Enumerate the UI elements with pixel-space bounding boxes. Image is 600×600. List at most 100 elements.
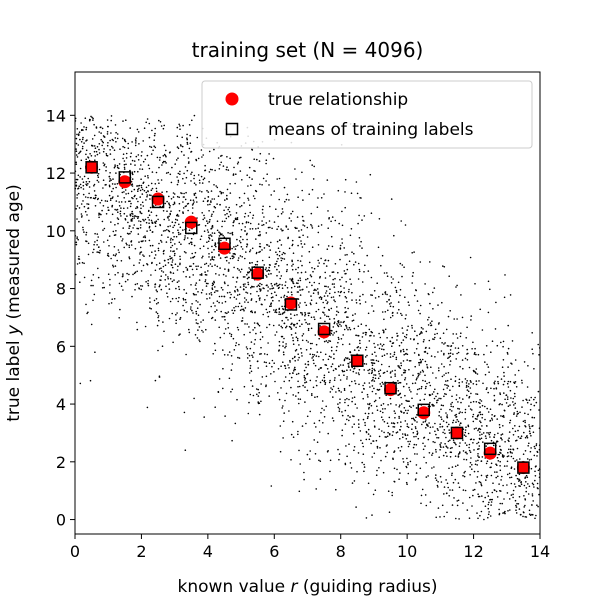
scatter-point xyxy=(169,225,171,227)
scatter-point xyxy=(408,389,411,391)
scatter-point xyxy=(188,331,191,334)
scatter-point xyxy=(249,331,251,334)
scatter-point xyxy=(399,450,402,452)
scatter-point xyxy=(123,168,126,170)
scatter-point xyxy=(329,340,332,343)
scatter-point xyxy=(468,517,471,519)
scatter-point xyxy=(406,434,409,436)
scatter-point xyxy=(392,426,395,428)
scatter-point xyxy=(339,248,342,250)
scatter-point xyxy=(407,445,410,448)
scatter-point xyxy=(371,412,374,414)
scatter-point xyxy=(383,318,385,321)
scatter-point xyxy=(338,408,341,410)
scatter-point xyxy=(447,345,450,347)
scatter-point xyxy=(528,459,531,461)
scatter-point xyxy=(451,466,454,468)
scatter-point xyxy=(79,167,82,170)
scatter-point xyxy=(373,374,375,376)
scatter-point xyxy=(226,197,228,200)
legend-marker-true-relationship xyxy=(225,92,239,106)
scatter-point xyxy=(216,186,219,189)
scatter-point xyxy=(415,427,417,430)
scatter-point xyxy=(200,291,203,294)
scatter-point xyxy=(419,399,422,402)
scatter-point xyxy=(364,349,367,351)
scatter-point xyxy=(261,336,264,338)
scatter-point xyxy=(428,347,431,349)
scatter-point xyxy=(496,344,499,347)
scatter-point xyxy=(127,147,130,149)
scatter-point xyxy=(208,253,210,255)
scatter-point xyxy=(388,365,391,368)
scatter-point xyxy=(479,434,481,436)
scatter-point xyxy=(87,207,90,209)
scatter-point xyxy=(130,190,133,193)
scatter-point xyxy=(463,458,465,461)
scatter-point xyxy=(310,223,312,226)
scatter-point xyxy=(487,495,490,497)
scatter-point xyxy=(374,374,377,376)
scatter-point xyxy=(484,373,487,376)
scatter-point xyxy=(311,394,313,397)
scatter-point xyxy=(170,181,173,184)
scatter-point xyxy=(131,295,133,298)
scatter-point xyxy=(168,195,170,198)
scatter-point xyxy=(509,448,512,451)
scatter-point xyxy=(432,441,435,443)
scatter-point xyxy=(110,257,112,260)
scatter-point xyxy=(478,456,481,459)
scatter-point xyxy=(346,378,348,380)
scatter-point xyxy=(243,333,245,336)
scatter-point xyxy=(219,203,221,206)
scatter-point xyxy=(184,235,186,237)
scatter-point xyxy=(295,395,297,397)
scatter-point xyxy=(133,215,136,217)
scatter-point xyxy=(202,178,205,181)
scatter-point xyxy=(102,229,104,231)
scatter-point xyxy=(465,386,468,388)
scatter-point xyxy=(368,406,370,409)
scatter-point xyxy=(447,486,450,489)
scatter-point xyxy=(445,372,447,375)
scatter-point xyxy=(323,374,326,377)
scatter-point xyxy=(237,290,239,292)
scatter-point xyxy=(250,286,252,289)
scatter-point xyxy=(480,483,483,485)
scatter-point xyxy=(460,401,462,404)
scatter-point xyxy=(222,273,225,276)
scatter-point xyxy=(278,239,281,241)
scatter-point xyxy=(319,460,322,463)
scatter-point xyxy=(374,489,377,492)
scatter-point xyxy=(125,163,127,166)
scatter-point xyxy=(253,286,255,288)
scatter-point xyxy=(220,161,222,164)
scatter-point xyxy=(195,196,198,199)
scatter-point xyxy=(339,278,341,281)
scatter-point xyxy=(183,192,185,195)
scatter-point xyxy=(293,323,296,326)
scatter-point xyxy=(473,370,476,373)
scatter-point xyxy=(273,221,276,223)
scatter-point xyxy=(114,183,116,185)
scatter-point xyxy=(458,486,461,489)
scatter-point xyxy=(75,208,77,210)
scatter-point xyxy=(225,168,228,171)
scatter-point xyxy=(440,363,443,365)
scatter-point xyxy=(234,344,237,347)
scatter-point xyxy=(420,385,423,388)
scatter-point xyxy=(207,231,210,233)
scatter-point xyxy=(347,291,350,293)
scatter-point xyxy=(155,303,158,305)
scatter-point xyxy=(487,391,490,394)
scatter-point xyxy=(220,286,223,289)
scatter-point xyxy=(291,265,293,267)
scatter-point xyxy=(316,376,318,378)
scatter-point xyxy=(196,268,198,271)
scatter-point xyxy=(76,128,79,130)
scatter-point xyxy=(97,176,100,178)
scatter-point xyxy=(281,305,283,308)
scatter-point xyxy=(470,319,472,321)
scatter-point xyxy=(187,162,190,164)
scatter-point xyxy=(264,299,266,301)
